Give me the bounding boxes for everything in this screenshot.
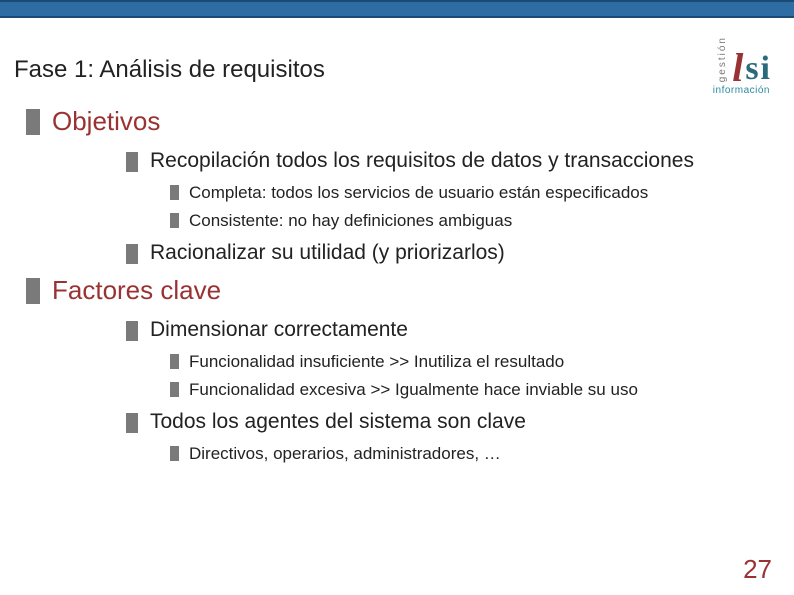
bullet-icon bbox=[126, 413, 138, 433]
list-item: Recopilación todos los requisitos de dat… bbox=[126, 149, 774, 173]
page-number: 27 bbox=[743, 554, 772, 585]
bullet-icon bbox=[170, 213, 179, 228]
item-text: Racionalizar su utilidad (y priorizarlos… bbox=[150, 241, 505, 265]
bullet-icon bbox=[126, 321, 138, 341]
list-item: Dimensionar correctamente bbox=[126, 318, 774, 342]
bullet-icon bbox=[26, 109, 40, 135]
item-text: Funcionalidad excesiva >> Igualmente hac… bbox=[189, 380, 638, 400]
item-text: Todos los agentes del sistema son clave bbox=[150, 410, 526, 434]
list-item: Directivos, operarios, administradores, … bbox=[170, 444, 774, 464]
list-item: Consistente: no hay definiciones ambigua… bbox=[170, 211, 774, 231]
slide-title: Fase 1: Análisis de requisitos bbox=[14, 56, 325, 84]
bullet-icon bbox=[170, 382, 179, 397]
bullet-icon bbox=[126, 152, 138, 172]
content-area: Objetivos Recopilación todos los requisi… bbox=[0, 92, 794, 464]
item-text: Dimensionar correctamente bbox=[150, 318, 408, 342]
bullet-icon bbox=[170, 354, 179, 369]
bullet-icon bbox=[26, 278, 40, 304]
title-row: Fase 1: Análisis de requisitos gestión l… bbox=[0, 18, 794, 92]
logo-subtext: información bbox=[713, 85, 770, 96]
bullet-icon bbox=[170, 185, 179, 200]
logo-letter-l: l bbox=[732, 54, 743, 82]
bullet-icon bbox=[126, 244, 138, 264]
top-bar bbox=[0, 0, 794, 18]
logo-letter-i: i bbox=[761, 55, 770, 82]
item-text: Completa: todos los servicios de usuario… bbox=[189, 183, 648, 203]
logo-vertical-text: gestión bbox=[717, 36, 728, 82]
section-heading: Factores clave bbox=[26, 275, 774, 306]
logo: gestión l s i información bbox=[717, 36, 770, 84]
list-item: Todos los agentes del sistema son clave bbox=[126, 410, 774, 434]
item-text: Recopilación todos los requisitos de dat… bbox=[150, 149, 694, 173]
item-text: Consistente: no hay definiciones ambigua… bbox=[189, 211, 512, 231]
heading-text: Objetivos bbox=[52, 106, 160, 137]
list-item: Racionalizar su utilidad (y priorizarlos… bbox=[126, 241, 774, 265]
heading-text: Factores clave bbox=[52, 275, 221, 306]
logo-letter-s: s bbox=[745, 55, 758, 82]
bullet-icon bbox=[170, 446, 179, 461]
section-heading: Objetivos bbox=[26, 106, 774, 137]
list-item: Funcionalidad insuficiente >> Inutiliza … bbox=[170, 352, 774, 372]
list-item: Funcionalidad excesiva >> Igualmente hac… bbox=[170, 380, 774, 400]
item-text: Funcionalidad insuficiente >> Inutiliza … bbox=[189, 352, 564, 372]
list-item: Completa: todos los servicios de usuario… bbox=[170, 183, 774, 203]
item-text: Directivos, operarios, administradores, … bbox=[189, 444, 501, 464]
